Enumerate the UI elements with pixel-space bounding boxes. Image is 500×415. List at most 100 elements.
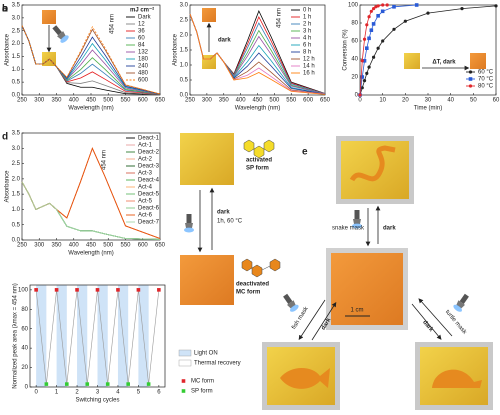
y-tick-label: 1.0 (12, 67, 21, 73)
point (44, 382, 49, 386)
legend-label: Act-6 (138, 213, 153, 219)
x-tick-label: 500 (103, 243, 114, 249)
inset-b (202, 8, 216, 69)
legend-label: 4 h (303, 36, 311, 42)
y-tick-label: 2.0 (180, 33, 189, 39)
legend-label: Light ON (194, 351, 218, 357)
x-tick-label: 450 (252, 98, 263, 104)
point (372, 55, 376, 59)
point (362, 37, 367, 41)
mask-diagram (262, 136, 493, 410)
y-tick-label: 0.0 (12, 238, 21, 244)
y-tick-label: 60 (21, 326, 28, 332)
y-axis-label: Normalized peak area (λmax = 454 nm) (13, 283, 19, 389)
peak-label: 454 nm (110, 14, 116, 34)
point (381, 3, 385, 7)
x-tick-label: 5 (137, 390, 141, 396)
legend-label: 70 °C (478, 77, 494, 83)
x-tick-label: 350 (219, 98, 230, 104)
point (105, 382, 110, 386)
x-tick-label: 600 (138, 98, 149, 104)
y-tick-label: 0.5 (12, 80, 21, 86)
y-tick-label: 20 (351, 75, 358, 81)
point (358, 93, 362, 97)
legend-label: Deact-2 (138, 150, 160, 156)
x-tick-label: 350 (51, 243, 62, 249)
point (95, 288, 100, 292)
y-tick-label: 20 (21, 365, 28, 371)
peak-label: 454 nm (277, 8, 283, 28)
y-tick-label: 1.0 (180, 63, 189, 69)
y-axis-label: Conversion (%) (343, 29, 349, 70)
inset-a (42, 10, 71, 66)
x-tick-label: 550 (120, 243, 131, 249)
legend-label: 0 h (303, 8, 311, 14)
panel-letter: a (2, 4, 8, 15)
x-tick-label: 400 (69, 98, 80, 104)
point (360, 86, 364, 90)
label: activated (246, 158, 272, 164)
x-axis-label: Wavelength (nm) (235, 106, 280, 112)
point (376, 14, 380, 18)
point (494, 4, 498, 8)
point (34, 288, 38, 292)
point (360, 75, 365, 79)
peak-label: 454 nm (102, 150, 108, 170)
point (376, 46, 380, 50)
y-tick-label: 100 (348, 3, 359, 9)
x-axis-label: Wavelength (nm) (68, 106, 113, 112)
x-tick-label: 3 (96, 390, 100, 396)
y-tick-label: 2.5 (180, 18, 189, 24)
legend-label: 3 h (303, 29, 311, 35)
x-tick-label: 10 (379, 98, 386, 104)
x-tick-label: 450 (86, 98, 97, 104)
y-tick-label: 0 (25, 385, 29, 391)
point (376, 4, 380, 8)
x-tick-label: 0 (358, 98, 362, 104)
x-tick-label: 60 (493, 98, 500, 104)
x-tick-label: 450 (86, 243, 97, 249)
legend-label: Deact-1 (138, 136, 160, 142)
legend-marker (181, 379, 186, 383)
x-tick-label: 550 (120, 98, 131, 104)
point (460, 7, 464, 11)
y-tick-label: 40 (351, 57, 358, 63)
label: dark (421, 320, 434, 334)
point (367, 65, 371, 69)
legend-label: MC form (191, 379, 214, 385)
legend-swatch (178, 349, 192, 357)
y-tick-label: 2.0 (12, 41, 21, 47)
legend-label: Deact-5 (138, 192, 160, 198)
point (414, 3, 419, 7)
legend-label: 132 (138, 50, 149, 56)
legend-label: 2 h (303, 22, 311, 28)
point (65, 382, 69, 386)
y-tick-label: 1.0 (12, 207, 21, 213)
legend-label: 36 (138, 29, 145, 35)
x-tick-label: 350 (51, 98, 62, 104)
x-tick-label: 400 (69, 243, 80, 249)
legend-label: Deact-7 (138, 220, 160, 226)
x-tick-label: 500 (269, 98, 280, 104)
point (75, 288, 79, 292)
point (146, 382, 151, 386)
legend-marker (468, 77, 473, 81)
point (54, 288, 59, 292)
x-tick-label: 250 (185, 98, 196, 104)
point (157, 288, 161, 292)
x-tick-label: 20 (402, 98, 409, 104)
y-tick-label: 1.5 (180, 48, 189, 54)
x-axis-label: Wavelength (nm) (68, 251, 113, 257)
panel-letter: c (2, 4, 8, 15)
label: dark (383, 226, 396, 232)
x-tick-label: 2 (75, 390, 79, 396)
y-tick-label: 2.0 (12, 176, 21, 182)
y-tick-label: 2.5 (12, 161, 21, 167)
series-line (189, 13, 326, 95)
y-tick-label: 1.5 (12, 192, 21, 198)
point (426, 11, 430, 15)
label: SP form (246, 166, 269, 172)
x-tick-label: 250 (17, 98, 28, 104)
x-tick-label: 550 (286, 98, 297, 104)
panel-letter: d (2, 132, 8, 143)
